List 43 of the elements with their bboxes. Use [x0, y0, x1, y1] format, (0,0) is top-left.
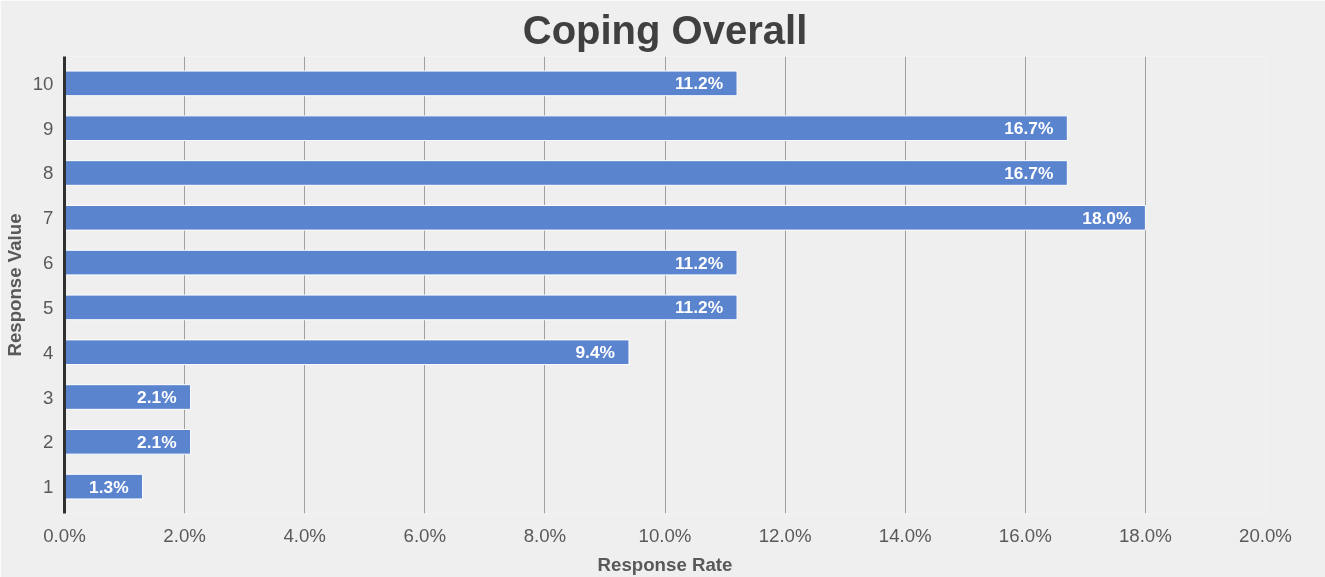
data-label: 1.3% [89, 476, 129, 497]
x-axis-title: Response Rate [597, 553, 733, 575]
bar [64, 384, 192, 410]
bar [64, 294, 738, 321]
data-label: 2.1% [137, 387, 177, 408]
x-tick-label: 18.0% [1118, 524, 1172, 546]
y-axis-title: Response Value [3, 213, 25, 357]
x-tick-label: 16.0% [998, 524, 1052, 546]
chart-title: Coping Overall [522, 7, 808, 52]
x-tick-label: 6.0% [403, 524, 447, 546]
data-label: 18.0% [1082, 207, 1132, 228]
data-label: 16.7% [1004, 118, 1054, 139]
x-tick-label: 14.0% [878, 524, 932, 546]
data-label: 9.4% [575, 342, 615, 363]
bar [64, 428, 192, 455]
bar [64, 339, 630, 366]
bar [64, 249, 738, 276]
y-tick-label: 9 [43, 117, 54, 139]
data-label: 16.7% [1004, 162, 1054, 183]
bar [64, 70, 738, 97]
y-tick-label: 3 [43, 386, 54, 408]
x-tick-label: 8.0% [523, 524, 567, 546]
data-label: 11.2% [674, 252, 724, 273]
data-label: 11.2% [674, 297, 724, 318]
y-tick-label: 7 [43, 207, 54, 229]
y-tick-label: 6 [43, 252, 54, 274]
data-label: 2.1% [137, 431, 177, 452]
data-label: 11.2% [674, 73, 724, 94]
y-tick-label: 10 [32, 72, 54, 94]
x-tick-label: 12.0% [758, 524, 812, 546]
bar [64, 204, 1146, 231]
y-tick-label: 8 [43, 162, 54, 184]
bar [64, 160, 1068, 186]
x-tick-label: 20.0% [1239, 524, 1292, 546]
y-tick-label: 2 [43, 431, 54, 453]
y-tick-label: 4 [43, 341, 54, 363]
y-tick-label: 1 [43, 476, 54, 498]
x-tick-label: 2.0% [163, 524, 206, 546]
x-tick-label: 0.0% [43, 524, 86, 546]
bar [64, 115, 1068, 142]
x-tick-label: 4.0% [283, 524, 326, 546]
y-tick-label: 5 [43, 296, 54, 318]
x-tick-label: 10.0% [638, 524, 692, 546]
